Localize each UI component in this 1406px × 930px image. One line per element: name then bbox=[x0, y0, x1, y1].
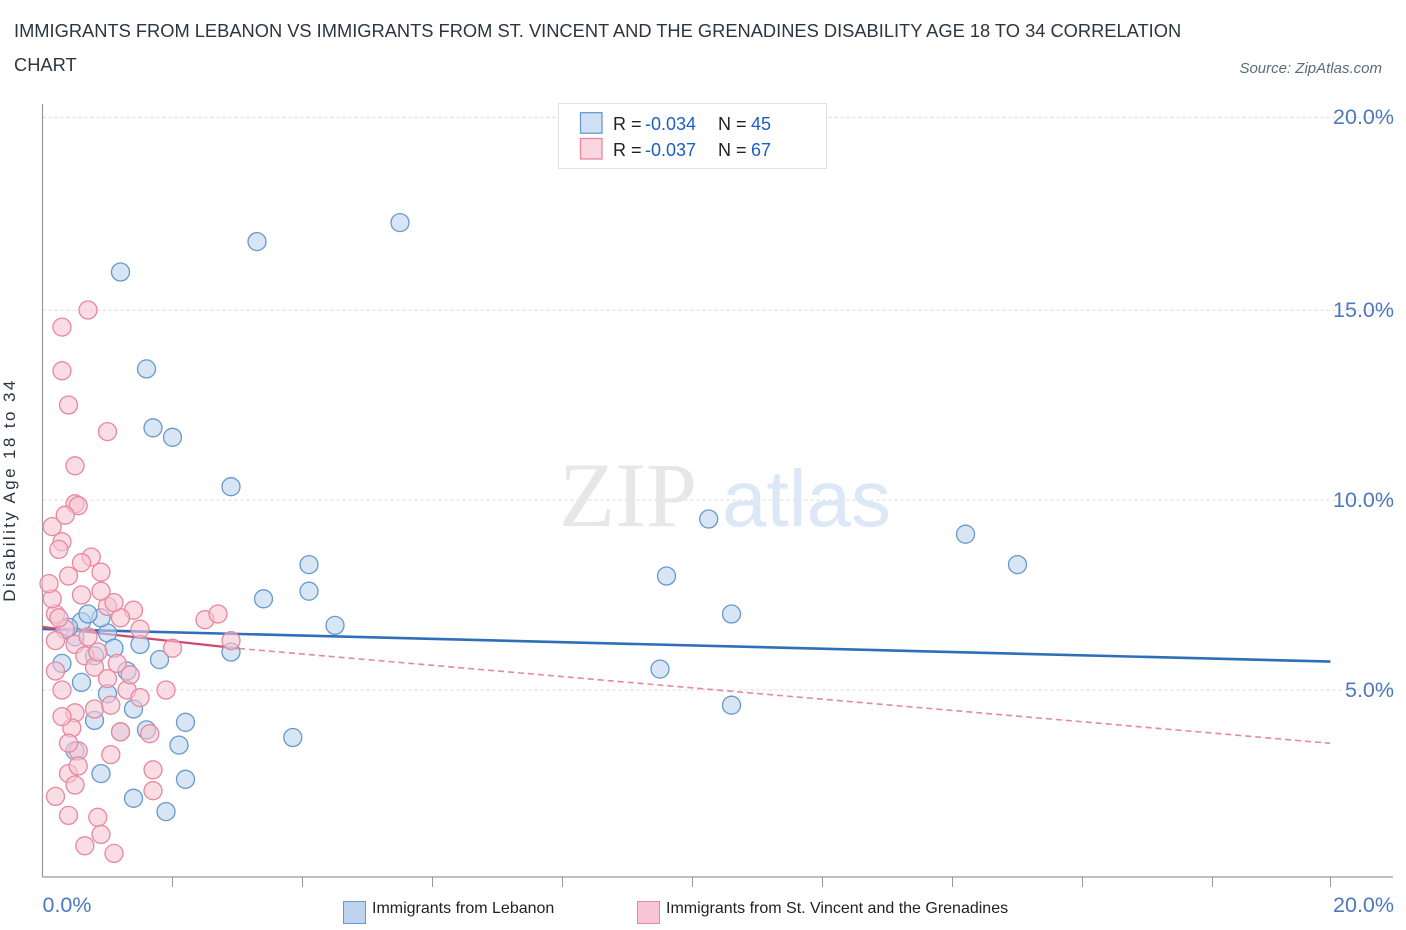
svg-text:N =: N = bbox=[718, 114, 747, 134]
svg-text:-0.037: -0.037 bbox=[645, 140, 696, 160]
svg-text:N =: N = bbox=[718, 140, 747, 160]
svg-text:R =: R = bbox=[613, 114, 642, 134]
svg-text:-0.034: -0.034 bbox=[645, 114, 696, 134]
svg-text:45: 45 bbox=[751, 114, 771, 134]
svg-text:67: 67 bbox=[751, 140, 771, 160]
svg-text:R =: R = bbox=[613, 140, 642, 160]
